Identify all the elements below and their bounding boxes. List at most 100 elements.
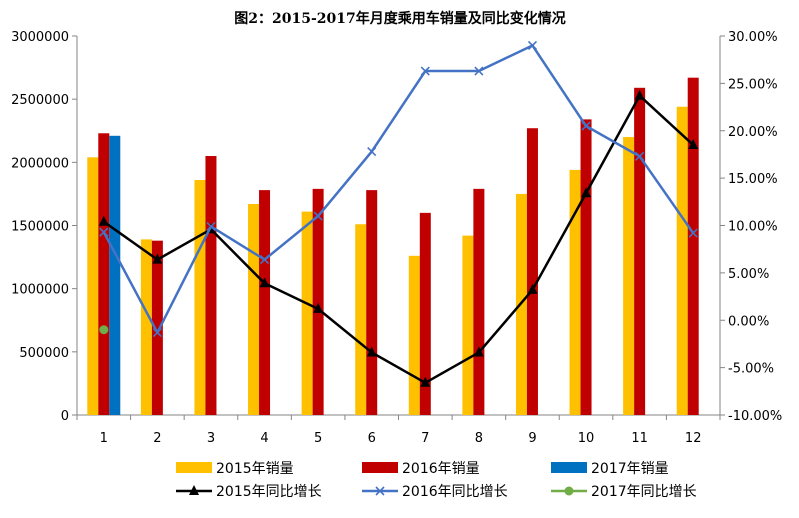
legend: 2015年销量 2016年销量 2017年销量 2015年同比增长 2016年同比增长 2… [176, 461, 697, 500]
point-1-5 [313, 302, 324, 313]
x-tick-label: 9 [528, 431, 536, 446]
legend-label-bar-3: 2017年销量 [591, 461, 669, 477]
bar-1-10 [569, 169, 581, 415]
y-right-tick-label: 30.00% [728, 30, 778, 45]
point-1-2 [152, 253, 163, 264]
point-1-11 [634, 89, 645, 100]
y-left-tick-label: 1000000 [11, 283, 69, 298]
point-1-12 [688, 138, 699, 149]
point-1-8 [473, 346, 484, 357]
y-left-tick-label: 1500000 [11, 220, 69, 235]
y-right-tick-label: 10.00% [728, 220, 778, 235]
y-left-tick-label: 2500000 [11, 93, 69, 108]
legend-label-bar-2: 2016年销量 [402, 461, 480, 477]
point-1-1 [98, 215, 109, 226]
point-2-2 [152, 328, 162, 338]
bar-2-11 [634, 87, 646, 416]
x-tick-label: 3 [207, 431, 215, 446]
point-2-12 [688, 228, 698, 238]
point-2-9 [527, 40, 538, 51]
bar-1-11 [623, 137, 635, 416]
y-right-tick-label: 5.00% [728, 267, 769, 282]
bar-2-8 [473, 188, 485, 415]
x-tick-label: 1 [100, 431, 108, 446]
legend-label-line-3: 2017年同比增长 [591, 484, 697, 500]
marker-stroke [206, 221, 216, 232]
point-2-11 [635, 151, 645, 161]
y-left-tick-label: 500000 [19, 346, 69, 361]
x-tick-label: 5 [314, 431, 322, 446]
bar-3-1 [109, 135, 121, 415]
legend-marker-3 [564, 486, 574, 496]
legend-marker-2 [375, 486, 385, 496]
bar-2-2 [151, 240, 163, 415]
bar-2-9 [526, 128, 538, 415]
line-series [98, 40, 699, 387]
y-right-tick-label: 15.00% [728, 172, 778, 187]
point-2-5 [313, 211, 323, 221]
marker-stroke [152, 328, 162, 338]
x-tick-label: 12 [685, 431, 702, 446]
point-1-7 [420, 376, 431, 387]
marker-stroke [375, 486, 385, 496]
bar-1-8 [462, 235, 474, 415]
legend-label-line-2: 2016年同比增长 [402, 484, 508, 500]
legend-swatch-bar-2 [362, 462, 398, 473]
line-series-1 [103, 94, 695, 385]
point-2-6 [367, 147, 377, 157]
legend-label-line-1: 2015年同比增长 [216, 484, 322, 500]
marker-stroke [367, 147, 377, 157]
y-right-tick-label: 20.00% [728, 125, 778, 140]
bar-1-6 [355, 224, 367, 415]
bar-2-4 [259, 190, 271, 415]
x-tick-label: 7 [421, 431, 429, 446]
bar-1-2 [140, 239, 152, 415]
point-3-1 [99, 325, 109, 335]
marker-stroke [313, 211, 323, 221]
point-2-10 [581, 121, 591, 131]
bar-1-7 [408, 255, 420, 415]
point-2-8 [474, 66, 484, 76]
chart-title: 图2：2015-2017年月度乘用车销量及同比变化情况 [234, 10, 565, 27]
y-left-tick-label: 2000000 [11, 156, 69, 171]
x-tick-label: 2 [153, 431, 161, 446]
legend-swatch-bar-3 [551, 462, 587, 473]
y-left-tick-label: 3000000 [11, 30, 69, 45]
point-2-4 [259, 255, 270, 265]
legend-swatch-bar-1 [176, 462, 212, 473]
bar-1-1 [87, 157, 99, 415]
bar-2-1 [98, 133, 110, 415]
point-1-10 [581, 187, 592, 198]
bar-2-12 [687, 77, 699, 415]
bar-2-7 [419, 212, 431, 415]
marker-stroke [581, 121, 591, 131]
marker-stroke [259, 255, 270, 265]
y-right-tick-label: 0.00% [728, 314, 769, 329]
line-series-2 [102, 44, 695, 334]
bar-1-3 [194, 180, 206, 415]
y-right-tick-label: -10.00% [728, 409, 782, 424]
bar-1-12 [676, 106, 688, 415]
bar-1-4 [248, 204, 260, 415]
marker-stroke [635, 151, 645, 161]
point-1-9 [527, 283, 538, 294]
point-1-6 [366, 346, 377, 357]
bar-2-3 [205, 156, 217, 415]
y-right-tick-label: -5.00% [728, 362, 774, 377]
point-2-3 [206, 221, 216, 232]
legend-label-bar-1: 2015年销量 [216, 461, 294, 477]
y-left-tick-label: 0 [61, 409, 69, 424]
y-right-tick-label: 25.00% [728, 77, 778, 92]
point-1-4 [259, 277, 270, 288]
marker-stroke [420, 66, 430, 76]
bar-2-6 [366, 190, 378, 415]
x-tick-label: 6 [368, 431, 376, 446]
point-2-7 [420, 66, 430, 76]
x-tick-label: 8 [475, 431, 483, 446]
bar-2-10 [580, 119, 592, 415]
x-tick-label: 10 [578, 431, 595, 446]
bar-1-5 [301, 211, 313, 415]
x-tick-label: 11 [631, 431, 648, 446]
